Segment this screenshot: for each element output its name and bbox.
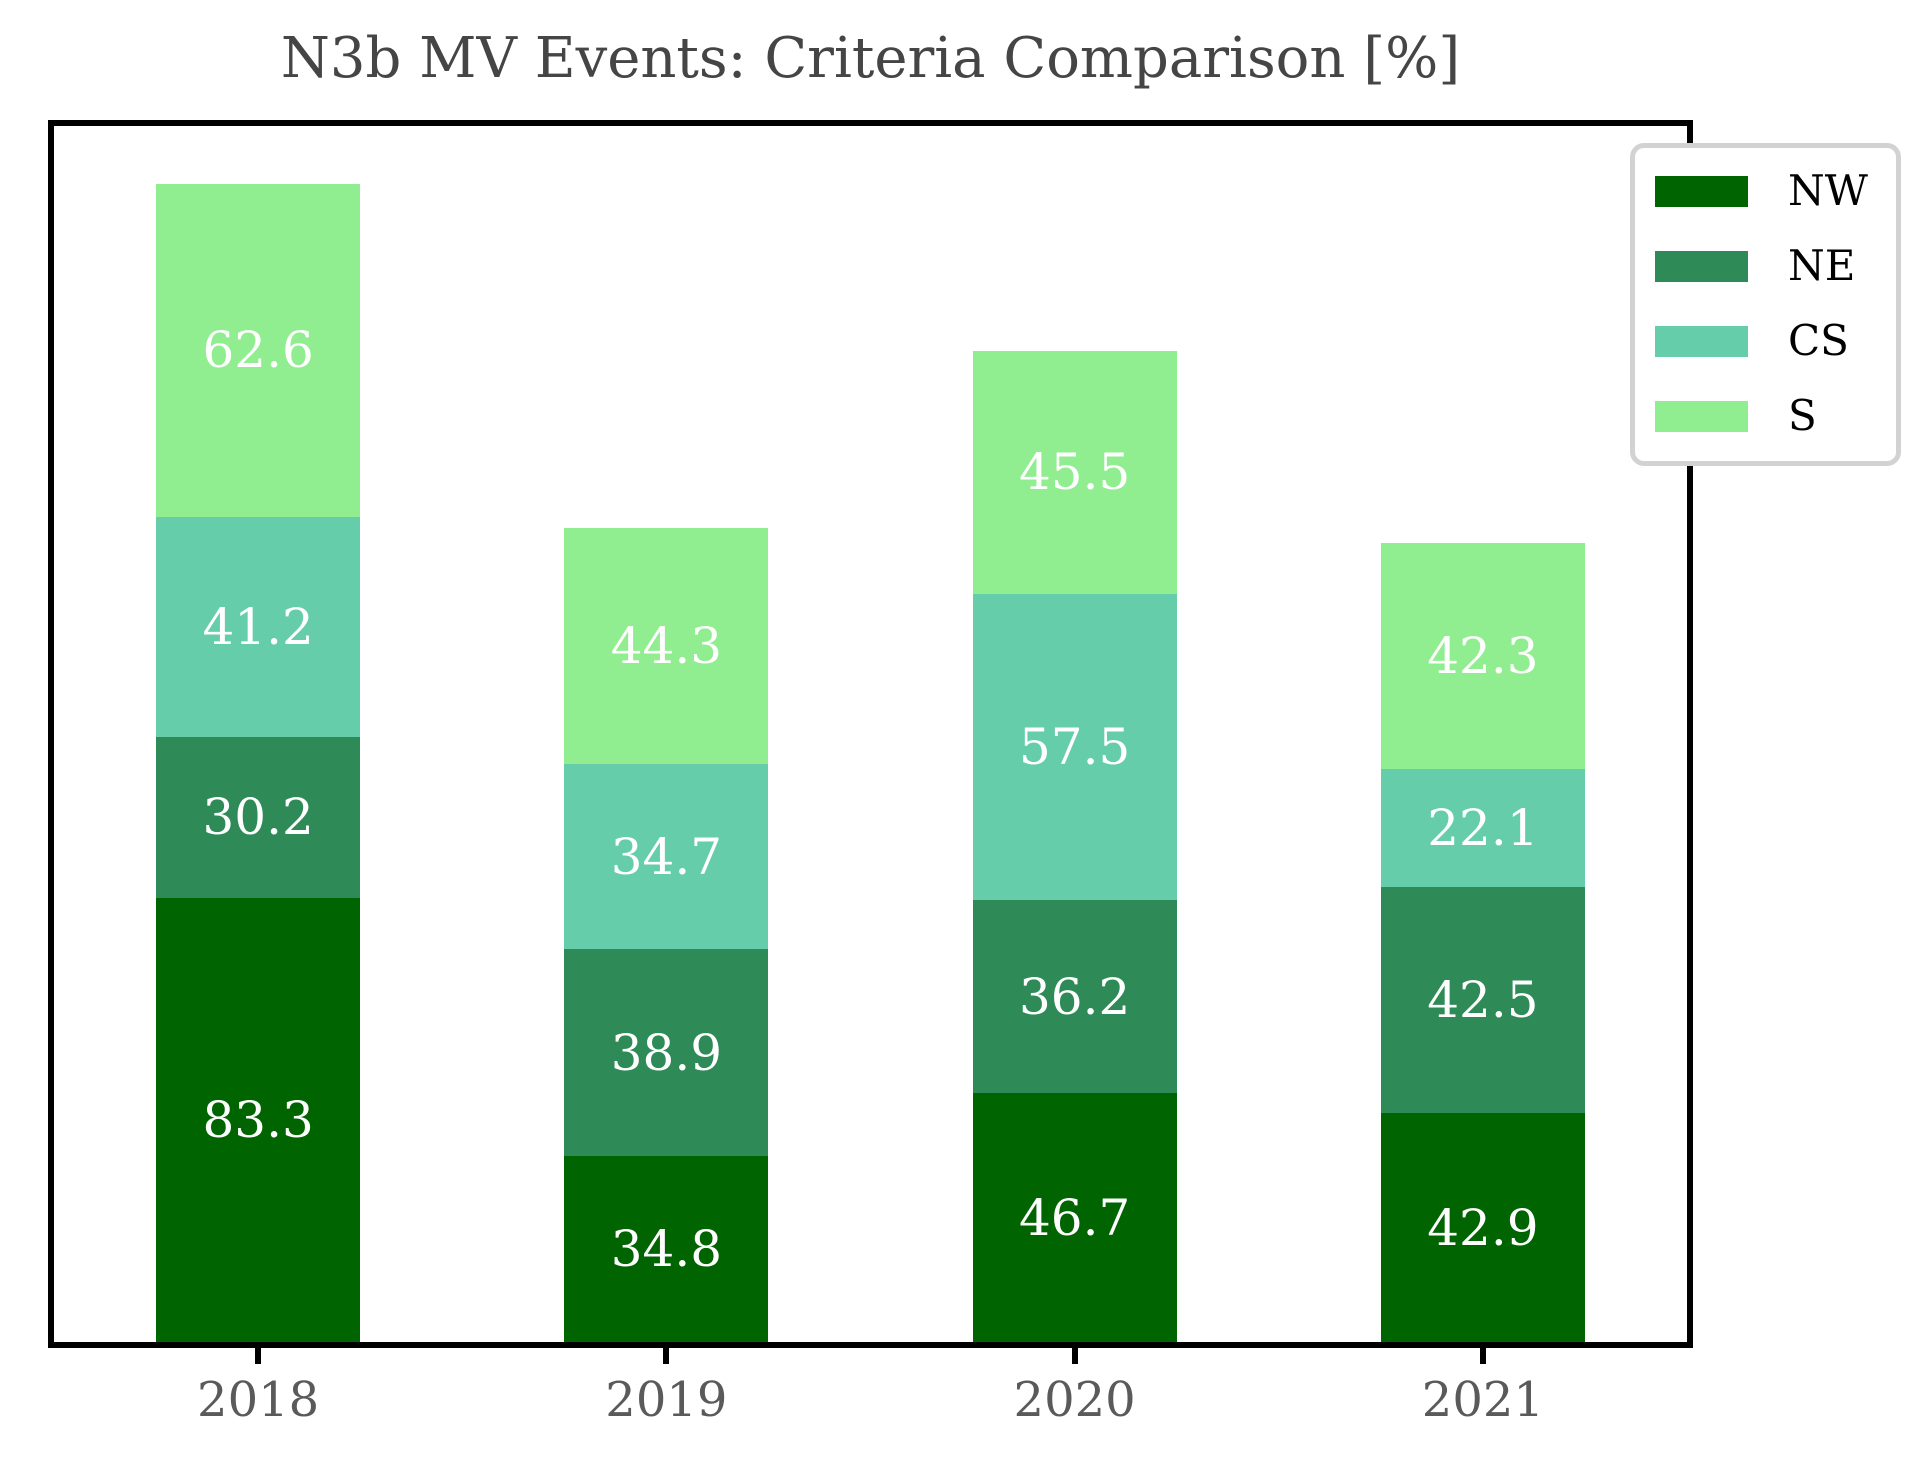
bar-value-label: 34.7: [610, 827, 723, 886]
bar-value-label: 62.6: [202, 321, 314, 380]
segment-CS-2020: 57.5: [972, 593, 1177, 901]
bar-value-label: 41.2: [202, 598, 314, 657]
segment-NE-2019: 38.9: [564, 949, 769, 1157]
bar-value-label: 45.5: [1018, 443, 1131, 502]
x-tick-label-2021: 2021: [1421, 1372, 1544, 1428]
segment-S-2020: 45.5: [972, 351, 1177, 594]
bar-value-label: 42.3: [1427, 627, 1539, 686]
segment-S-2018: 62.6: [156, 183, 361, 518]
segment-CS-2018: 41.2: [156, 517, 361, 737]
legend-item-S: S: [1655, 395, 1868, 437]
legend-swatch-S: [1655, 400, 1748, 432]
legend-swatch-CS: [1655, 325, 1748, 357]
segment-NW-2018: 83.3: [156, 897, 361, 1342]
bar-value-label: 22.1: [1427, 798, 1539, 857]
legend: NW NE CS S: [1630, 143, 1901, 466]
bar-value-label: 36.2: [1018, 967, 1131, 1026]
bar-value-label: 57.5: [1018, 717, 1131, 776]
plot-area: 83.3 30.2 41.2 62.6 34.8 38.9 34.7 44.3 46.7 36.2…: [48, 120, 1693, 1348]
segment-S-2019: 44.3: [564, 527, 769, 765]
segment-NW-2021: 42.9: [1380, 1113, 1585, 1342]
legend-item-NE: NE: [1655, 245, 1868, 287]
segment-CS-2019: 34.7: [564, 764, 769, 950]
segment-NW-2020: 46.7: [972, 1093, 1177, 1342]
x-tick-label-2020: 2020: [1013, 1372, 1136, 1428]
bar-2019: 34.8 38.9 34.7 44.3: [564, 527, 769, 1342]
x-tick-2021: [1479, 1348, 1486, 1364]
x-tick-label-2019: 2019: [605, 1372, 728, 1428]
legend-label-NE: NE: [1788, 241, 1856, 290]
x-tick-2019: [663, 1348, 670, 1364]
segment-CS-2021: 22.1: [1380, 768, 1585, 887]
segment-NE-2021: 42.5: [1380, 886, 1585, 1114]
legend-swatch-NW: [1655, 175, 1748, 207]
legend-label-CS: CS: [1788, 316, 1849, 365]
bar-value-label: 30.2: [202, 788, 314, 847]
segment-NW-2019: 34.8: [564, 1156, 769, 1342]
legend-label-NW: NW: [1788, 166, 1868, 215]
bar-value-label: 42.5: [1427, 971, 1539, 1030]
chart-title: N3b MV Events: Criteria Comparison [%]: [280, 26, 1461, 91]
segment-NE-2020: 36.2: [972, 900, 1177, 1094]
bar-value-label: 83.3: [202, 1090, 314, 1149]
legend-swatch-NE: [1655, 250, 1748, 282]
legend-item-CS: CS: [1655, 320, 1868, 362]
segment-S-2021: 42.3: [1380, 543, 1585, 769]
bar-value-label: 44.3: [610, 617, 723, 676]
bar-value-label: 38.9: [610, 1023, 723, 1082]
bar-value-label: 34.8: [610, 1220, 723, 1279]
bar-value-label: 46.7: [1018, 1188, 1131, 1247]
legend-item-NW: NW: [1655, 170, 1868, 212]
x-tick-2020: [1071, 1348, 1078, 1364]
bar-2018: 83.3 30.2 41.2 62.6: [156, 183, 361, 1342]
bar-2021: 42.9 42.5 22.1 42.3: [1380, 543, 1585, 1342]
bar-2020: 46.7 36.2 57.5 45.5: [972, 351, 1177, 1342]
legend-label-S: S: [1788, 391, 1817, 440]
x-tick-label-2018: 2018: [197, 1372, 320, 1428]
bar-value-label: 42.9: [1427, 1198, 1539, 1257]
segment-NE-2018: 30.2: [156, 736, 361, 898]
x-tick-2018: [255, 1348, 262, 1364]
